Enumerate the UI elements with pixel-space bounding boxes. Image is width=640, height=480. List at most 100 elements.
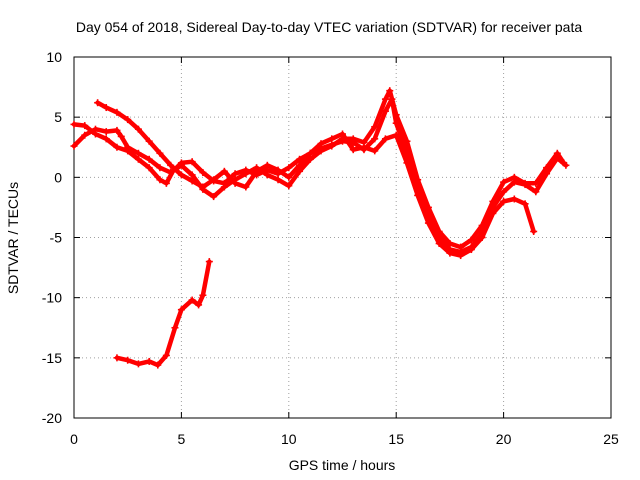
data-point	[530, 227, 538, 235]
data-point	[205, 258, 213, 266]
data-point	[145, 357, 153, 365]
y-tick-label: -15	[42, 350, 62, 366]
data-point	[457, 252, 465, 260]
data-point	[113, 354, 121, 362]
data-point	[489, 209, 497, 217]
data-point	[403, 137, 411, 145]
data-point	[381, 135, 389, 143]
data-point	[285, 173, 293, 181]
data-point	[154, 361, 162, 369]
series-line	[114, 259, 212, 368]
data-point	[199, 183, 207, 191]
data-point	[102, 135, 110, 143]
axis-ticks: -20 -15 -10 -5 0 5 10 0 5 10 15 20 25	[42, 49, 619, 447]
data-point	[210, 176, 218, 184]
data-point	[317, 147, 325, 155]
x-tick-label: 20	[496, 431, 512, 447]
data-point	[424, 219, 432, 227]
data-point	[328, 142, 336, 150]
data-point	[167, 161, 175, 169]
data-point	[263, 161, 271, 169]
data-point	[124, 356, 132, 364]
data-point	[231, 170, 239, 178]
data-point	[521, 179, 529, 187]
data-point	[91, 125, 99, 133]
data-point	[188, 177, 196, 185]
data-point	[188, 158, 196, 166]
data-point	[392, 131, 400, 139]
data-point	[414, 191, 422, 199]
data-point	[156, 149, 164, 157]
data-point	[177, 171, 185, 179]
data-point	[349, 146, 357, 154]
chart-title: Day 054 of 2018, Sidereal Day-to-day VTE…	[76, 19, 583, 35]
data-point	[489, 197, 497, 205]
data-point	[171, 324, 179, 332]
data-point	[274, 166, 282, 174]
data-point	[145, 155, 153, 163]
data-point	[134, 155, 142, 163]
series-track-4	[113, 258, 213, 369]
data-point	[532, 179, 540, 187]
data-point	[188, 296, 196, 304]
data-point	[446, 240, 454, 248]
data-point	[81, 131, 89, 139]
data-point	[156, 176, 164, 184]
data-point	[162, 351, 170, 359]
data-point	[167, 169, 175, 177]
data-point	[177, 306, 185, 314]
data-point	[134, 360, 142, 368]
data-point	[371, 135, 379, 143]
data-point	[231, 179, 239, 187]
data-point	[424, 203, 432, 211]
data-point	[81, 122, 89, 130]
data-point	[102, 128, 110, 136]
x-tick-label: 5	[178, 431, 186, 447]
y-tick-label: 5	[54, 109, 62, 125]
y-tick-label: -20	[42, 410, 62, 426]
data-point	[543, 164, 551, 172]
data-point	[446, 249, 454, 257]
data-point	[199, 169, 207, 177]
data-point	[177, 161, 185, 169]
data-point	[500, 178, 508, 186]
data-point	[156, 164, 164, 172]
data-point	[339, 130, 346, 138]
data-point	[102, 104, 110, 112]
series-track-2	[70, 87, 568, 251]
data-point	[274, 176, 282, 184]
y-tick-label: -5	[50, 230, 63, 246]
data-point	[195, 301, 203, 309]
y-tick-label: 10	[46, 49, 62, 65]
data-point	[162, 179, 170, 187]
data-point	[553, 149, 561, 157]
data-point	[145, 164, 153, 172]
data-point	[117, 132, 125, 140]
data-point	[124, 143, 132, 151]
data-point	[381, 95, 389, 103]
data-point	[392, 111, 400, 119]
data-point	[500, 197, 508, 205]
series-line	[95, 100, 536, 258]
data-point	[124, 116, 132, 124]
data-point	[134, 149, 142, 157]
data-point	[360, 143, 368, 151]
data-point	[521, 200, 529, 208]
data-point	[500, 188, 508, 196]
series-layer	[70, 87, 570, 369]
data-point	[242, 170, 250, 178]
series-track-3	[94, 99, 538, 260]
y-tick-label: -10	[42, 290, 62, 306]
data-point	[134, 125, 142, 133]
data-point	[296, 161, 304, 169]
data-point	[220, 167, 228, 175]
data-point	[296, 155, 304, 163]
data-point	[510, 173, 518, 181]
x-tick-label: 15	[388, 431, 404, 447]
x-tick-label: 25	[603, 431, 619, 447]
data-point	[435, 240, 443, 248]
data-point	[70, 142, 78, 150]
series-track-1	[70, 95, 570, 256]
data-point	[328, 135, 336, 143]
